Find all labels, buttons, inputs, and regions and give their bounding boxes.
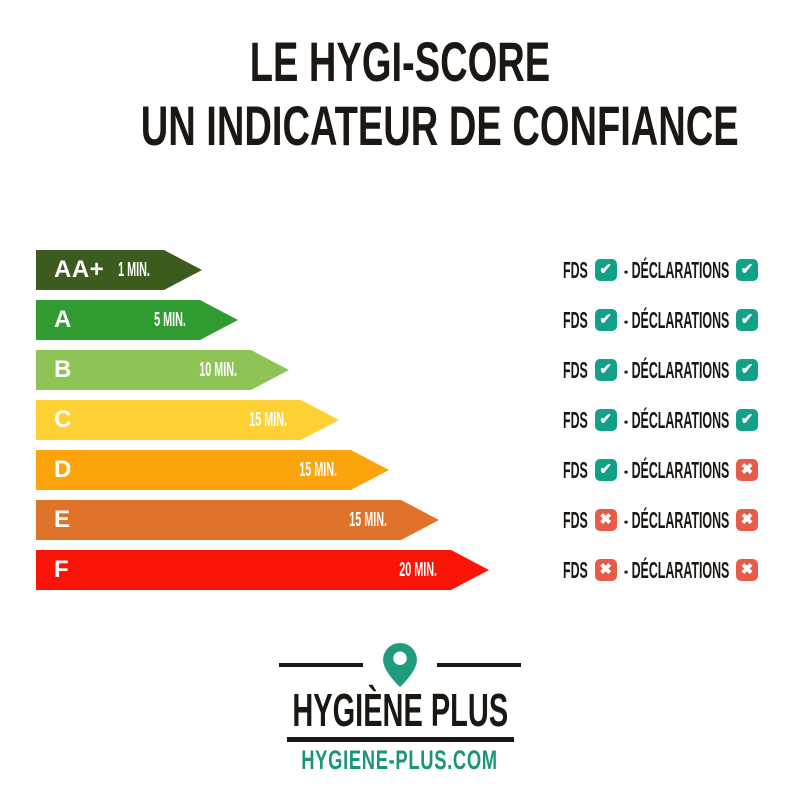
- score-bar-f: F 20 MIN.: [36, 550, 489, 590]
- fds-label: FDS: [562, 306, 588, 333]
- fds-check-icon: ✖: [594, 559, 617, 581]
- fds-label: FDS: [562, 256, 588, 283]
- time-label: 1 MIN.: [118, 259, 150, 281]
- brand-website: HYGIENE-PLUS.COM: [301, 745, 499, 775]
- declarations-check-icon: ✔: [736, 259, 758, 281]
- score-bar-c: C 15 MIN.: [36, 400, 339, 440]
- declarations-label: - DÉCLARATIONS: [623, 556, 729, 583]
- declarations-check-icon: ✔: [736, 409, 758, 431]
- fds-declarations-row-aa-plus: FDS ✔ - DÉCLARATIONS ✔: [563, 250, 758, 290]
- fds-declarations-row-b: FDS ✔ - DÉCLARATIONS ✔: [563, 350, 758, 390]
- time-label: 20 MIN.: [399, 559, 437, 581]
- score-bar-aa-plus: AA+ 1 MIN.: [36, 250, 202, 290]
- declarations-label: - DÉCLARATIONS: [623, 356, 729, 383]
- declarations-check-icon: ✖: [736, 559, 758, 581]
- declarations-check-icon: ✖: [736, 459, 758, 481]
- declarations-check-icon: ✖: [736, 509, 758, 531]
- fds-check-icon: ✔: [594, 259, 617, 281]
- declarations-label: - DÉCLARATIONS: [623, 306, 729, 333]
- logo-right-line: [437, 663, 521, 667]
- time-label: 5 MIN.: [154, 309, 186, 331]
- time-label: 15 MIN.: [349, 509, 387, 531]
- brand-logo: HYGIÈNE PLUS HYGIENE-PLUS.COM: [0, 642, 800, 774]
- fds-label: FDS: [562, 406, 588, 433]
- declarations-label: - DÉCLARATIONS: [623, 406, 729, 433]
- logo-left-line: [279, 663, 363, 667]
- grade-label: A: [54, 306, 72, 333]
- brand-name: HYGIÈNE PLUS: [292, 684, 508, 736]
- grade-label: D: [54, 456, 72, 483]
- time-label: 15 MIN.: [299, 459, 337, 481]
- fds-declarations-row-c: FDS ✔ - DÉCLARATIONS ✔: [563, 400, 758, 440]
- declarations-label: - DÉCLARATIONS: [623, 456, 729, 483]
- time-label: 15 MIN.: [249, 409, 287, 431]
- score-bar-d: D 15 MIN.: [36, 450, 389, 490]
- page-title-line2: UN INDICATEUR DE CONFIANCE: [140, 94, 739, 157]
- declarations-label: - DÉCLARATIONS: [623, 256, 729, 283]
- fds-check-icon: ✔: [594, 309, 617, 331]
- page-title: LE HYGI-SCORE UN INDICATEUR DE CONFIANCE: [0, 30, 800, 158]
- declarations-check-icon: ✔: [736, 309, 758, 331]
- score-bar-a: A 5 MIN.: [36, 300, 238, 340]
- score-bar-e: E 15 MIN.: [36, 500, 439, 540]
- fds-label: FDS: [562, 506, 588, 533]
- fds-check-icon: ✖: [594, 509, 617, 531]
- fds-declarations-legend: FDS ✔ - DÉCLARATIONS ✔ FDS ✔ - DÉCLARATI…: [563, 250, 758, 600]
- location-pin-icon: [383, 643, 417, 687]
- page-title-line1: LE HYGI-SCORE: [249, 30, 551, 93]
- grade-label: B: [54, 356, 72, 383]
- hygi-score-bar-chart: AA+ 1 MIN. A 5 MIN. B 10 MIN. C 15 MIN. …: [36, 250, 506, 600]
- fds-check-icon: ✔: [594, 409, 617, 431]
- declarations-check-icon: ✔: [736, 359, 758, 381]
- time-label: 10 MIN.: [199, 359, 237, 381]
- fds-declarations-row-f: FDS ✖ - DÉCLARATIONS ✖: [563, 550, 758, 590]
- fds-check-icon: ✔: [594, 359, 617, 381]
- fds-declarations-row-a: FDS ✔ - DÉCLARATIONS ✔: [563, 300, 758, 340]
- grade-label: AA+: [54, 256, 105, 283]
- logo-pin-row: [0, 642, 800, 688]
- grade-label: F: [54, 556, 70, 583]
- grade-label: C: [54, 406, 72, 433]
- fds-check-icon: ✔: [594, 459, 617, 481]
- fds-label: FDS: [562, 456, 588, 483]
- declarations-label: - DÉCLARATIONS: [623, 506, 729, 533]
- fds-declarations-row-e: FDS ✖ - DÉCLARATIONS ✖: [563, 500, 758, 540]
- fds-declarations-row-d: FDS ✔ - DÉCLARATIONS ✖: [563, 450, 758, 490]
- fds-label: FDS: [562, 356, 588, 383]
- logo-divider-line: [286, 737, 514, 742]
- grade-label: E: [54, 506, 71, 533]
- fds-label: FDS: [562, 556, 588, 583]
- score-bar-b: B 10 MIN.: [36, 350, 289, 390]
